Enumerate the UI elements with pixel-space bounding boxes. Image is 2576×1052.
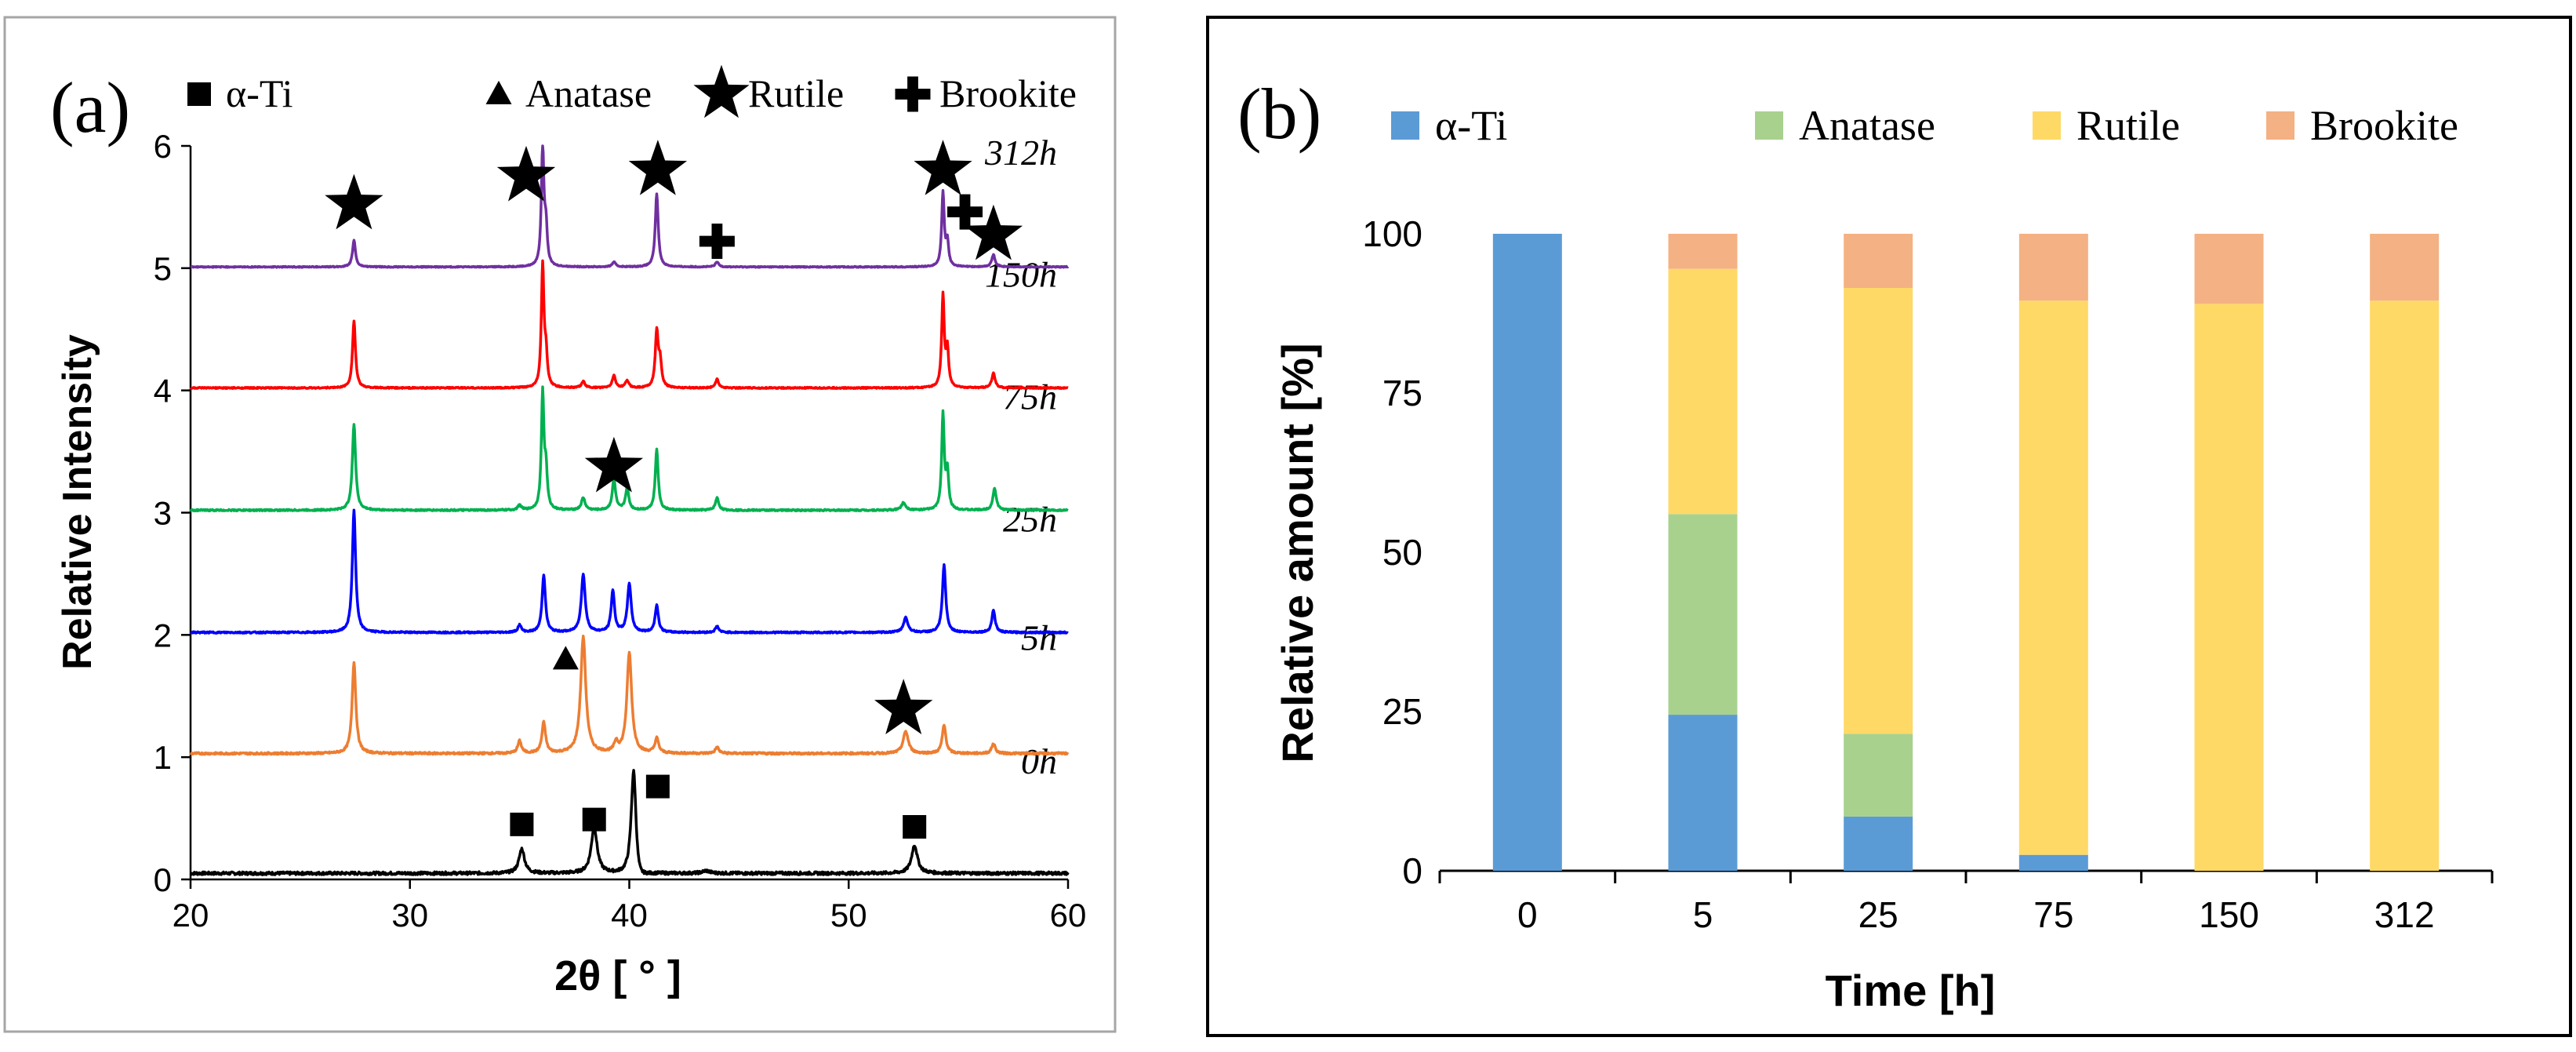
phase-marker-star bbox=[874, 679, 933, 734]
phase-marker-square bbox=[582, 807, 606, 832]
phase-marker-star bbox=[914, 140, 972, 195]
xrd-series-5h bbox=[189, 635, 1070, 756]
bar-segment bbox=[2018, 854, 2088, 871]
legend-label: Anatase bbox=[525, 71, 652, 115]
xrd-series-75h bbox=[189, 385, 1070, 513]
y-tick-label: 2 bbox=[154, 617, 172, 653]
xrd-series-312h bbox=[189, 144, 1070, 269]
panel-b-y-axis-label: Relative amount [%] bbox=[1273, 343, 1322, 763]
phase-amount-panel: (b) α-Ti Anatase Rutile Brookite 0255075100… bbox=[1206, 16, 2572, 1037]
panel-b-legend: α-Ti Anatase Rutile Brookite bbox=[1391, 102, 2458, 149]
bar-segment bbox=[1668, 268, 1738, 515]
x-tick-label: 40 bbox=[611, 897, 648, 934]
y-tick-label: 50 bbox=[1382, 532, 1422, 573]
y-tick-label: 75 bbox=[1382, 373, 1422, 413]
bar-segment bbox=[1844, 234, 1913, 289]
bar-segment bbox=[1844, 288, 1913, 734]
phase-marker-star bbox=[628, 140, 688, 195]
xrd-panel: (a) α-Ti Anatase Rutile Brookite 20 30 40 50 60… bbox=[3, 16, 1117, 1033]
legend-swatch bbox=[2033, 111, 2061, 140]
phase-marker-square bbox=[645, 774, 670, 799]
legend-label: Brookite bbox=[939, 71, 1077, 115]
bar-segment bbox=[1668, 715, 1738, 871]
y-tick-label: 0 bbox=[1402, 850, 1422, 891]
x-tick-label: 20 bbox=[173, 897, 209, 934]
legend-symbol-cross bbox=[895, 76, 931, 112]
y-tick-label: 3 bbox=[154, 495, 172, 532]
x-tick-label: 5 bbox=[1693, 894, 1713, 935]
phase-marker-square bbox=[510, 812, 534, 836]
y-tick-label: 6 bbox=[154, 128, 172, 165]
bar-segment bbox=[2194, 304, 2264, 871]
xrd-series-150h bbox=[189, 259, 1070, 391]
xrd-series-25h bbox=[189, 508, 1070, 635]
phase-marker-square bbox=[903, 814, 927, 839]
x-tick-label: 30 bbox=[391, 897, 428, 934]
legend-swatch bbox=[2266, 111, 2294, 140]
x-tick-label: 25 bbox=[1858, 894, 1898, 935]
phase-marker-cross bbox=[699, 224, 735, 260]
phase-marker-star bbox=[584, 436, 644, 493]
phase-marker-star bbox=[325, 173, 383, 230]
legend-label: Anatase bbox=[1799, 102, 1935, 149]
bar-segment bbox=[2370, 234, 2440, 301]
bar-segment bbox=[2370, 300, 2440, 871]
phase-marker-star bbox=[964, 204, 1023, 260]
legend-label: Rutile bbox=[2076, 102, 2180, 149]
panel-a-x-axis-label: 2θ [ ° ] bbox=[554, 952, 681, 999]
phase-marker-cross bbox=[947, 194, 983, 230]
bar-segment bbox=[1668, 234, 1738, 269]
series-label-0h: 0h bbox=[1021, 741, 1057, 781]
x-tick-label: 75 bbox=[2033, 894, 2073, 935]
legend-label: Rutile bbox=[748, 71, 844, 115]
y-tick-label: 25 bbox=[1382, 691, 1422, 732]
legend-symbol-square bbox=[187, 82, 211, 106]
xrd-series-0h bbox=[189, 769, 1070, 876]
panel-a-label: (a) bbox=[50, 67, 130, 147]
series-label-5h: 5h bbox=[1021, 617, 1057, 657]
panel-b-x-axis-label: Time [h] bbox=[1826, 966, 1996, 1015]
bar-segment bbox=[1492, 234, 1562, 871]
legend-label: Brookite bbox=[2310, 102, 2458, 149]
phase-marker-star bbox=[496, 145, 556, 202]
bar-segment bbox=[2194, 234, 2264, 304]
phase-marker-triangle bbox=[552, 646, 579, 670]
bar-segment bbox=[2018, 234, 2088, 301]
panel-b-label: (b) bbox=[1237, 74, 1321, 154]
x-tick-label: 0 bbox=[1517, 894, 1538, 935]
bar-segment bbox=[1668, 514, 1738, 715]
legend-label: α-Ti bbox=[1435, 102, 1507, 149]
legend-swatch bbox=[1755, 111, 1783, 140]
y-tick-label: 1 bbox=[154, 739, 172, 776]
bar-plot-area: 0 25 50 75 100 0 5 25 75 150 312 bbox=[1362, 213, 2494, 935]
y-tick-label: 5 bbox=[154, 250, 172, 287]
legend-label: α-Ti bbox=[226, 71, 293, 115]
panel-a-y-axis-label: Relative Intensity bbox=[55, 334, 100, 670]
bar-segment bbox=[2018, 300, 2088, 855]
bar-segment bbox=[1844, 816, 1913, 871]
y-tick-label: 100 bbox=[1362, 213, 1422, 254]
panel-a-legend: α-Ti Anatase Rutile Brookite bbox=[187, 64, 1077, 118]
x-tick-label: 150 bbox=[2199, 894, 2259, 935]
x-tick-label: 60 bbox=[1050, 897, 1087, 934]
legend-swatch bbox=[1391, 111, 1419, 140]
series-label-312h: 312h bbox=[984, 133, 1057, 173]
series-label-75h: 75h bbox=[1003, 377, 1057, 417]
bar-segment bbox=[1844, 733, 1913, 817]
y-tick-label: 0 bbox=[154, 861, 172, 898]
x-tick-label: 312 bbox=[2374, 894, 2435, 935]
y-tick-label: 4 bbox=[154, 373, 172, 410]
legend-symbol-star bbox=[693, 64, 750, 118]
series-label-25h: 25h bbox=[1003, 499, 1057, 539]
x-tick-label: 50 bbox=[830, 897, 867, 934]
legend-symbol-triangle bbox=[485, 80, 512, 104]
